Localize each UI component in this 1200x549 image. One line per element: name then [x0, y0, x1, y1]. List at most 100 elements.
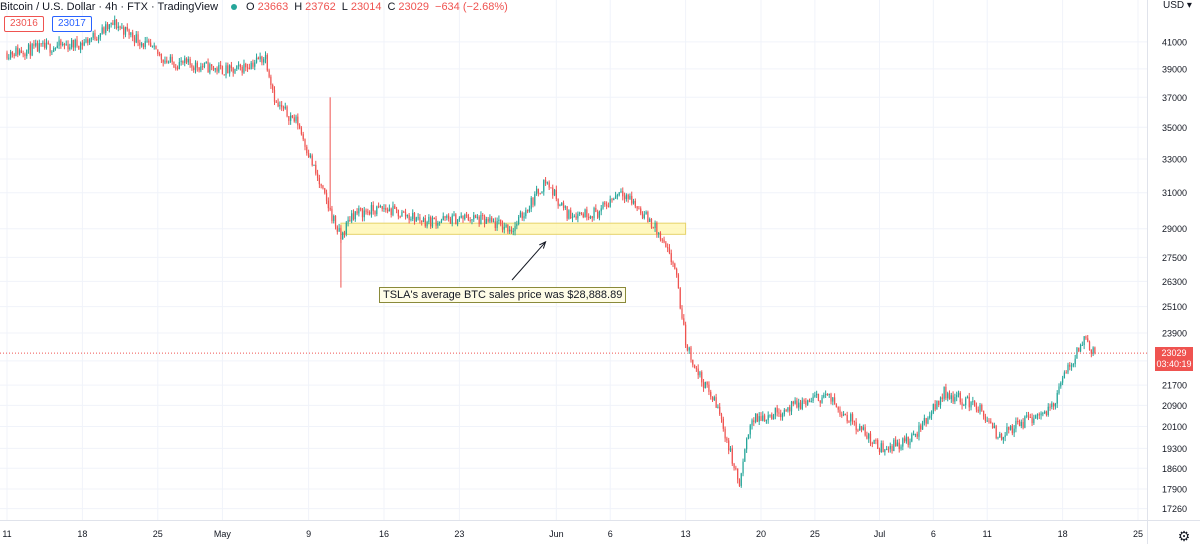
candle-body [35, 43, 37, 46]
candle-body [986, 420, 988, 422]
candle-body [175, 67, 177, 69]
candle-body [579, 212, 581, 214]
candle-body [399, 216, 401, 218]
candle-body [991, 423, 994, 428]
candle-body [884, 449, 886, 453]
candle-body [227, 65, 229, 74]
candle-body [246, 67, 249, 69]
candle-body [903, 438, 906, 442]
candle-body [232, 68, 234, 73]
candle-body [33, 44, 35, 46]
buy-quote-button[interactable]: 23017 [52, 16, 92, 32]
currency-selector[interactable]: USD ▾ [1163, 0, 1192, 11]
candle-body [112, 22, 114, 26]
candle-body [1042, 413, 1044, 415]
annotation-callout[interactable]: TSLA's average BTC sales price was $28,8… [379, 287, 627, 303]
candle-body [697, 368, 699, 376]
candle-body [212, 66, 215, 70]
candle-body [404, 212, 407, 217]
grid [0, 0, 1147, 520]
candle-body [580, 212, 583, 214]
candle-body [509, 229, 511, 232]
candle-body [595, 208, 597, 212]
candle-body [1018, 420, 1021, 427]
x-tick-label: 16 [379, 529, 389, 539]
candle-body [200, 66, 202, 71]
candle-body [351, 213, 353, 222]
candle-body [634, 200, 636, 207]
candle-body [774, 407, 776, 416]
candle-body [392, 205, 394, 215]
candle-body [550, 187, 552, 189]
y-tick-label: 23900 [1162, 329, 1187, 339]
candle-body [342, 232, 344, 240]
candle-body [352, 213, 355, 220]
candle-body [29, 44, 31, 56]
candle-body [909, 441, 911, 445]
candle-body [857, 430, 859, 432]
candle-body [176, 67, 179, 69]
candle-body [31, 44, 33, 56]
candle-body [196, 62, 198, 68]
candle-body [984, 416, 987, 421]
candle-body [218, 65, 220, 72]
candle-body [338, 227, 340, 232]
candle-body [613, 198, 615, 201]
x-tick-label: Jun [549, 529, 564, 539]
candle-body [605, 204, 608, 206]
candle-body [1070, 365, 1073, 367]
candle-body [313, 164, 315, 166]
candle-body [643, 214, 645, 219]
y-tick-label: 20100 [1162, 422, 1187, 432]
candle-body [744, 449, 746, 462]
gear-icon[interactable]: ⚙ [1177, 528, 1191, 544]
candle-body [273, 89, 276, 102]
y-tick-label: 29000 [1162, 224, 1187, 234]
sell-quote-button[interactable]: 23016 [4, 16, 44, 32]
candle-body [369, 212, 371, 215]
ohlc-low-value: 23014 [350, 1, 382, 13]
candle-body [681, 308, 683, 319]
y-tick-label: 27500 [1162, 253, 1187, 263]
candle-body [677, 274, 680, 289]
ohlc-open-key: O [246, 1, 255, 13]
candle-body [995, 426, 997, 439]
candle-body [187, 59, 189, 63]
candle-body [715, 397, 717, 408]
candle-body [577, 213, 579, 219]
candle-body [54, 47, 57, 49]
candle-body [539, 193, 541, 195]
candle-body [571, 217, 574, 219]
candle-body [503, 226, 505, 230]
candle-body [462, 215, 464, 220]
ohlc-close-value: 23029 [398, 1, 430, 13]
candle-body [20, 50, 22, 54]
candle-body [597, 211, 599, 218]
candle-body [1069, 364, 1071, 367]
candle-body [105, 24, 107, 33]
candle-body [166, 60, 168, 63]
candle-body [248, 67, 250, 70]
candle-body [886, 449, 888, 451]
candle-body [920, 425, 922, 430]
candle-body [751, 420, 753, 426]
candle-body [537, 188, 540, 194]
candle-body [189, 59, 191, 65]
arrowhead-icon [539, 240, 547, 249]
candle-body [968, 396, 970, 408]
candle-body [848, 421, 850, 423]
candle-body [228, 65, 231, 74]
candle-body [76, 39, 78, 46]
candle-body [255, 57, 258, 63]
candle-body [331, 208, 333, 221]
candle-body [516, 223, 518, 227]
candle-body [1017, 420, 1019, 422]
candle-body [686, 345, 689, 351]
candle-body [869, 433, 872, 444]
candle-body [817, 393, 820, 401]
candle-body [449, 218, 452, 224]
candle-body [291, 115, 294, 118]
candle-body [525, 210, 527, 217]
